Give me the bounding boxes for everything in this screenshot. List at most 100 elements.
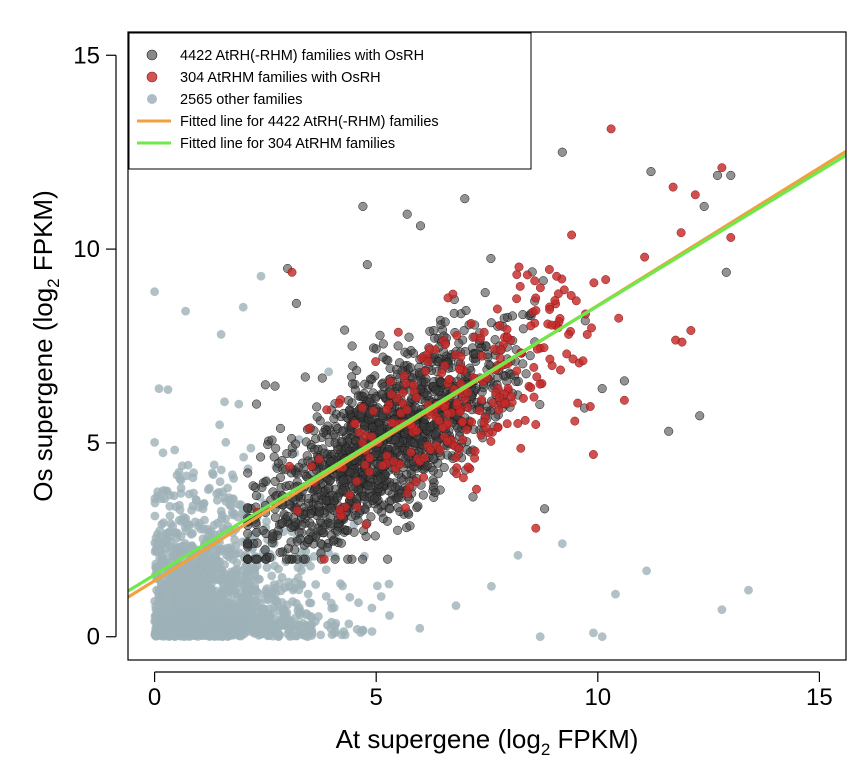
data-point — [486, 436, 496, 446]
data-point — [587, 323, 596, 333]
data-point — [459, 325, 469, 336]
data-point — [219, 628, 229, 638]
data-point — [294, 603, 304, 612]
data-point — [324, 367, 334, 377]
data-point — [329, 414, 339, 424]
data-point — [477, 395, 487, 405]
data-point — [245, 585, 255, 595]
data-point — [676, 228, 686, 238]
data-point — [247, 604, 256, 614]
data-point — [311, 492, 321, 502]
data-point — [338, 475, 348, 485]
data-point — [513, 550, 523, 560]
data-point — [158, 621, 168, 630]
data-point — [412, 393, 421, 403]
data-point — [325, 521, 336, 531]
legend-marker-red — [146, 71, 158, 83]
data-point — [564, 329, 574, 339]
data-point — [443, 409, 452, 419]
data-point — [368, 422, 378, 433]
data-point — [431, 385, 441, 395]
data-point — [284, 616, 293, 626]
data-point — [203, 485, 213, 495]
data-point — [345, 592, 355, 602]
data-point — [373, 504, 383, 514]
data-point — [280, 583, 290, 592]
plot-frame — [127, 31, 847, 661]
data-point — [198, 588, 208, 598]
data-point — [521, 369, 531, 379]
data-point — [303, 589, 313, 599]
data-point — [283, 511, 293, 521]
legend-marker-grey — [147, 94, 157, 104]
data-point — [455, 364, 464, 374]
data-point — [463, 403, 473, 413]
series-1-points — [253, 124, 736, 564]
data-point — [398, 399, 408, 408]
data-point — [336, 579, 345, 588]
data-point — [452, 398, 462, 408]
data-point — [481, 342, 491, 352]
data-point — [273, 599, 282, 609]
data-point — [208, 599, 218, 609]
data-point — [150, 596, 160, 606]
data-point — [212, 495, 222, 505]
data-point — [154, 384, 164, 393]
data-point — [300, 554, 310, 564]
data-point — [440, 317, 450, 327]
data-point — [184, 489, 194, 499]
data-point — [368, 406, 378, 416]
data-point — [262, 517, 271, 526]
data-point — [163, 385, 173, 394]
data-point — [677, 337, 687, 347]
data-point — [487, 581, 496, 591]
data-point — [367, 627, 377, 636]
data-point — [406, 447, 416, 457]
data-point — [365, 374, 376, 384]
data-point — [258, 525, 268, 536]
data-point — [260, 545, 270, 555]
data-point — [556, 365, 565, 375]
data-point — [239, 452, 249, 462]
data-point — [345, 467, 355, 478]
data-point — [250, 569, 260, 578]
data-point — [212, 545, 221, 554]
data-point — [288, 585, 298, 595]
data-point — [433, 356, 444, 367]
data-point — [488, 398, 498, 408]
data-point — [280, 609, 290, 619]
data-point — [502, 419, 512, 429]
data-point — [545, 305, 555, 314]
data-point — [486, 318, 496, 328]
data-point — [393, 525, 403, 535]
data-point — [180, 539, 190, 548]
data-point — [228, 470, 237, 480]
data-point — [531, 523, 541, 533]
data-point — [203, 567, 213, 577]
data-point — [191, 495, 201, 504]
data-point — [150, 511, 160, 521]
data-point — [387, 418, 397, 428]
data-point — [176, 483, 186, 493]
data-point — [405, 521, 415, 531]
data-point — [444, 374, 454, 384]
data-point — [243, 468, 253, 478]
data-point — [198, 504, 208, 514]
data-point — [224, 552, 234, 562]
data-point — [314, 454, 324, 464]
data-point — [172, 470, 182, 480]
data-point — [186, 572, 195, 582]
data-point — [243, 539, 253, 549]
data-point — [395, 358, 405, 368]
data-point — [315, 516, 326, 526]
data-point — [531, 306, 541, 315]
data-point — [477, 351, 487, 361]
data-point — [353, 515, 363, 525]
data-point — [390, 435, 401, 445]
data-point — [189, 468, 199, 478]
data-point — [452, 331, 462, 341]
data-point — [263, 612, 273, 622]
data-point — [383, 554, 393, 564]
data-point — [317, 373, 327, 383]
data-point — [165, 490, 175, 500]
